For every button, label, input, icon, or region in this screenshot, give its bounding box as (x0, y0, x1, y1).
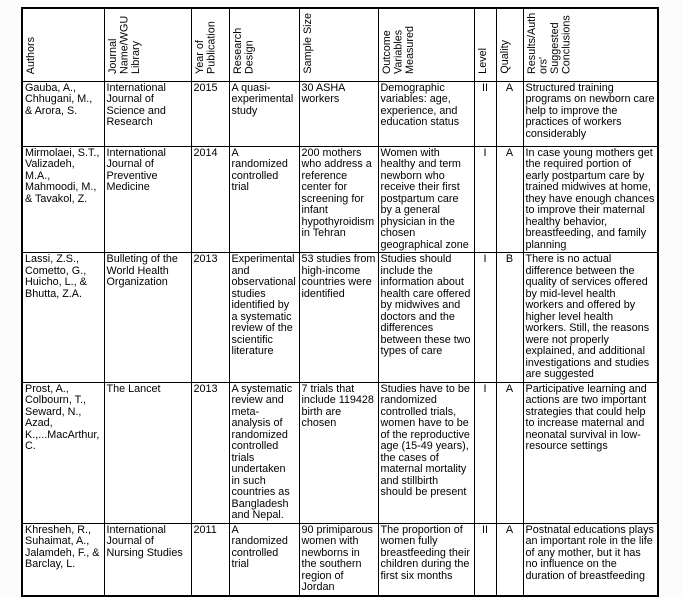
cell-year: 2013 (190, 381, 230, 524)
cell-sample: 53 studies from high-income countries we… (298, 252, 379, 383)
header-row: Authors Journal Name/WGU Library Year of… (21, 7, 659, 82)
cell-authors: Prost, A., Colbourn, T., Seward, N., Aza… (21, 381, 105, 524)
table-body: Gauba, A., Chhugani, M., & Arora, S. Int… (21, 80, 659, 596)
col-header-design: Research Design (228, 7, 300, 82)
cell-outcome: Women with healthy and term newborn who … (377, 145, 475, 253)
cell-design: A randomized controlled trial (228, 522, 300, 596)
cell-authors: Khresheh, R., Suhaimat, A., Jalamdeh, F.… (21, 522, 105, 596)
cell-results: Participative learning and actions are t… (522, 381, 659, 524)
table-row: Prost, A., Colbourn, T., Seward, N., Aza… (21, 381, 659, 524)
cell-outcome: Demographic variables: age, experience, … (377, 80, 475, 147)
cell-journal: International Journal of Preventive Medi… (103, 145, 192, 253)
cell-results: Postnatal educations plays an important … (522, 522, 659, 596)
cell-design: Experimental and observational studies i… (228, 252, 300, 383)
cell-year: 2015 (190, 80, 230, 147)
cell-quality: A (495, 145, 524, 253)
cell-results: Structured training programs on newborn … (522, 80, 659, 147)
table-row: Lassi, Z.S., Cometto, G., Huicho, L., & … (21, 252, 659, 383)
cell-authors: Lassi, Z.S., Cometto, G., Huicho, L., & … (21, 252, 105, 383)
cell-level: I (473, 252, 497, 383)
cell-results: There is no actual difference between th… (522, 252, 659, 383)
cell-design: A randomized controlled trial (228, 145, 300, 253)
col-header-authors-label: Authors (25, 36, 37, 74)
cell-outcome: The proportion of women fully breastfeed… (377, 522, 475, 596)
col-header-year: Year of Publication (190, 7, 230, 82)
cell-year: 2013 (190, 252, 230, 383)
col-header-sample: Sample Size (298, 7, 379, 82)
cell-level: II (473, 522, 497, 596)
cell-quality: A (495, 381, 524, 524)
col-header-journal-label: Journal Name/WGU Library (106, 15, 142, 74)
cell-level: I (473, 145, 497, 253)
col-header-journal: Journal Name/WGU Library (103, 7, 192, 82)
col-header-quality-label: Quality (498, 40, 511, 74)
col-header-level: Level (473, 7, 497, 82)
evidence-matrix-table: Authors Journal Name/WGU Library Year of… (21, 7, 659, 597)
table-row: Mirmolaei, S.T., Valizadeh, M.A., Mahmoo… (21, 145, 659, 253)
cell-year: 2014 (190, 145, 230, 253)
col-header-results-label: Results/Authors' Suggested Conclusions (525, 12, 573, 74)
col-header-quality: Quality (495, 7, 524, 82)
table-row: Gauba, A., Chhugani, M., & Arora, S. Int… (21, 80, 659, 147)
col-header-outcome-label: Outcome Variables Measured (380, 25, 416, 74)
table-row: Khresheh, R., Suhaimat, A., Jalamdeh, F.… (21, 522, 659, 596)
cell-design: A quasi-experimental study (228, 80, 300, 147)
cell-authors: Gauba, A., Chhugani, M., & Arora, S. (21, 80, 105, 147)
cell-journal: International Journal of Nursing Studies (103, 522, 192, 596)
cell-quality: A (495, 80, 524, 147)
cell-journal: International Journal of Science and Res… (103, 80, 192, 147)
col-header-authors: Authors (21, 7, 105, 82)
document-page: Authors Journal Name/WGU Library Year of… (21, 7, 659, 597)
cell-journal: Bulleting of the World Health Organizati… (103, 252, 192, 383)
cell-journal: The Lancet (103, 381, 192, 524)
cell-year: 2011 (190, 522, 230, 596)
col-header-outcome: Outcome Variables Measured (377, 7, 475, 82)
col-header-sample-label: Sample Size (301, 13, 314, 74)
col-header-design-label: Research Design (231, 27, 256, 74)
cell-sample: 30 ASHA workers (298, 80, 379, 147)
cell-results: In case young mothers get the required p… (522, 145, 659, 253)
cell-sample: 7 trials that include 119428 birth are c… (298, 381, 379, 524)
cell-design: A systematic review and meta-analysis of… (228, 381, 300, 524)
cell-authors: Mirmolaei, S.T., Valizadeh, M.A., Mahmoo… (21, 145, 105, 253)
cell-quality: B (495, 252, 524, 383)
col-header-results: Results/Authors' Suggested Conclusions (522, 7, 659, 82)
col-header-year-label: Year of Publication (193, 21, 218, 74)
cell-outcome: Studies have to be randomized controlled… (377, 381, 475, 524)
cell-quality: A (495, 522, 524, 596)
cell-level: II (473, 80, 497, 147)
cell-sample: 90 primiparous women with newborns in th… (298, 522, 379, 596)
col-header-level-label: Level (476, 48, 489, 74)
cell-sample: 200 mothers who address a reference cent… (298, 145, 379, 253)
cell-level: I (473, 381, 497, 524)
cell-outcome: Studies should include the information a… (377, 252, 475, 383)
